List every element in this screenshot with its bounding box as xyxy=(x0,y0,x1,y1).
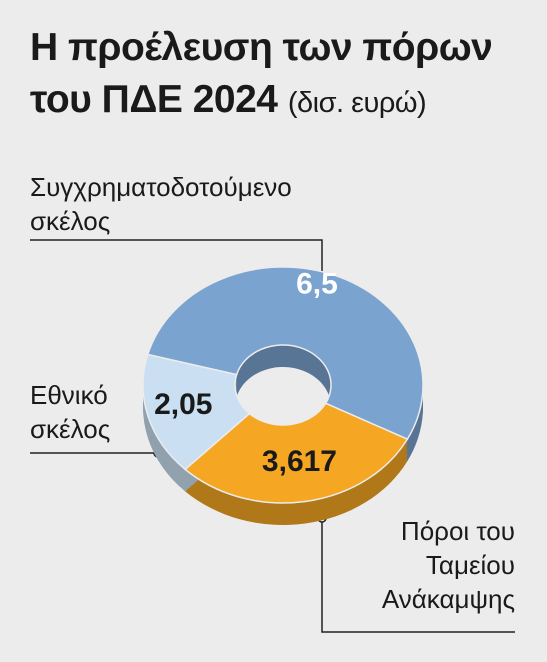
slice xyxy=(146,266,424,441)
category-label: Πόροι του Ταμείου Ανάκαμψης xyxy=(381,516,515,614)
category-label: Συγχρηματοδοτούμενο σκέλος xyxy=(30,172,292,236)
slice xyxy=(183,402,409,504)
value-label: 3,617 xyxy=(262,445,337,478)
chart-title: Η προέλευση των πόρων του ΠΔΕ 2024 (δισ.… xyxy=(30,22,530,129)
leader-line xyxy=(321,518,515,633)
slice xyxy=(142,353,251,471)
value-label: 2,05 xyxy=(154,388,212,421)
subtitle: (δισ. ευρώ) xyxy=(287,87,427,119)
value-label: 6,5 xyxy=(296,267,338,300)
category-label: Εθνικό σκέλος xyxy=(30,380,111,444)
title-text: Η προέλευση των πόρων του ΠΔΕ 2024 xyxy=(30,26,493,121)
leader-lines xyxy=(30,239,515,633)
leader-line xyxy=(30,239,323,282)
